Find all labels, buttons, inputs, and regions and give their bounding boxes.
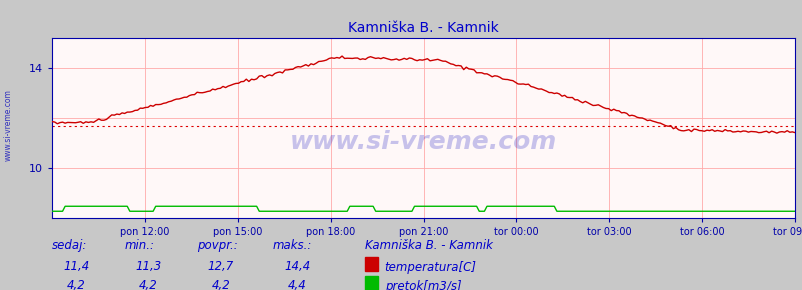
Text: sedaj:: sedaj: [52, 239, 87, 252]
Text: temperatura[C]: temperatura[C] [384, 261, 476, 274]
Text: min.:: min.: [124, 239, 154, 252]
Text: 4,4: 4,4 [287, 279, 306, 290]
Text: povpr.:: povpr.: [196, 239, 237, 252]
Text: 11,3: 11,3 [136, 260, 161, 273]
Text: www.si-vreme.com: www.si-vreme.com [290, 130, 557, 154]
Text: Kamniška B. - Kamnik: Kamniška B. - Kamnik [365, 239, 492, 252]
Text: 11,4: 11,4 [63, 260, 89, 273]
Text: 4,2: 4,2 [67, 279, 86, 290]
Text: maks.:: maks.: [273, 239, 312, 252]
Text: 14,4: 14,4 [284, 260, 310, 273]
Text: 4,2: 4,2 [139, 279, 158, 290]
Text: pretok[m3/s]: pretok[m3/s] [384, 280, 460, 290]
Text: 12,7: 12,7 [208, 260, 233, 273]
Text: www.si-vreme.com: www.si-vreme.com [3, 89, 13, 161]
Text: 4,2: 4,2 [211, 279, 230, 290]
Title: Kamniška B. - Kamnik: Kamniška B. - Kamnik [348, 21, 498, 35]
